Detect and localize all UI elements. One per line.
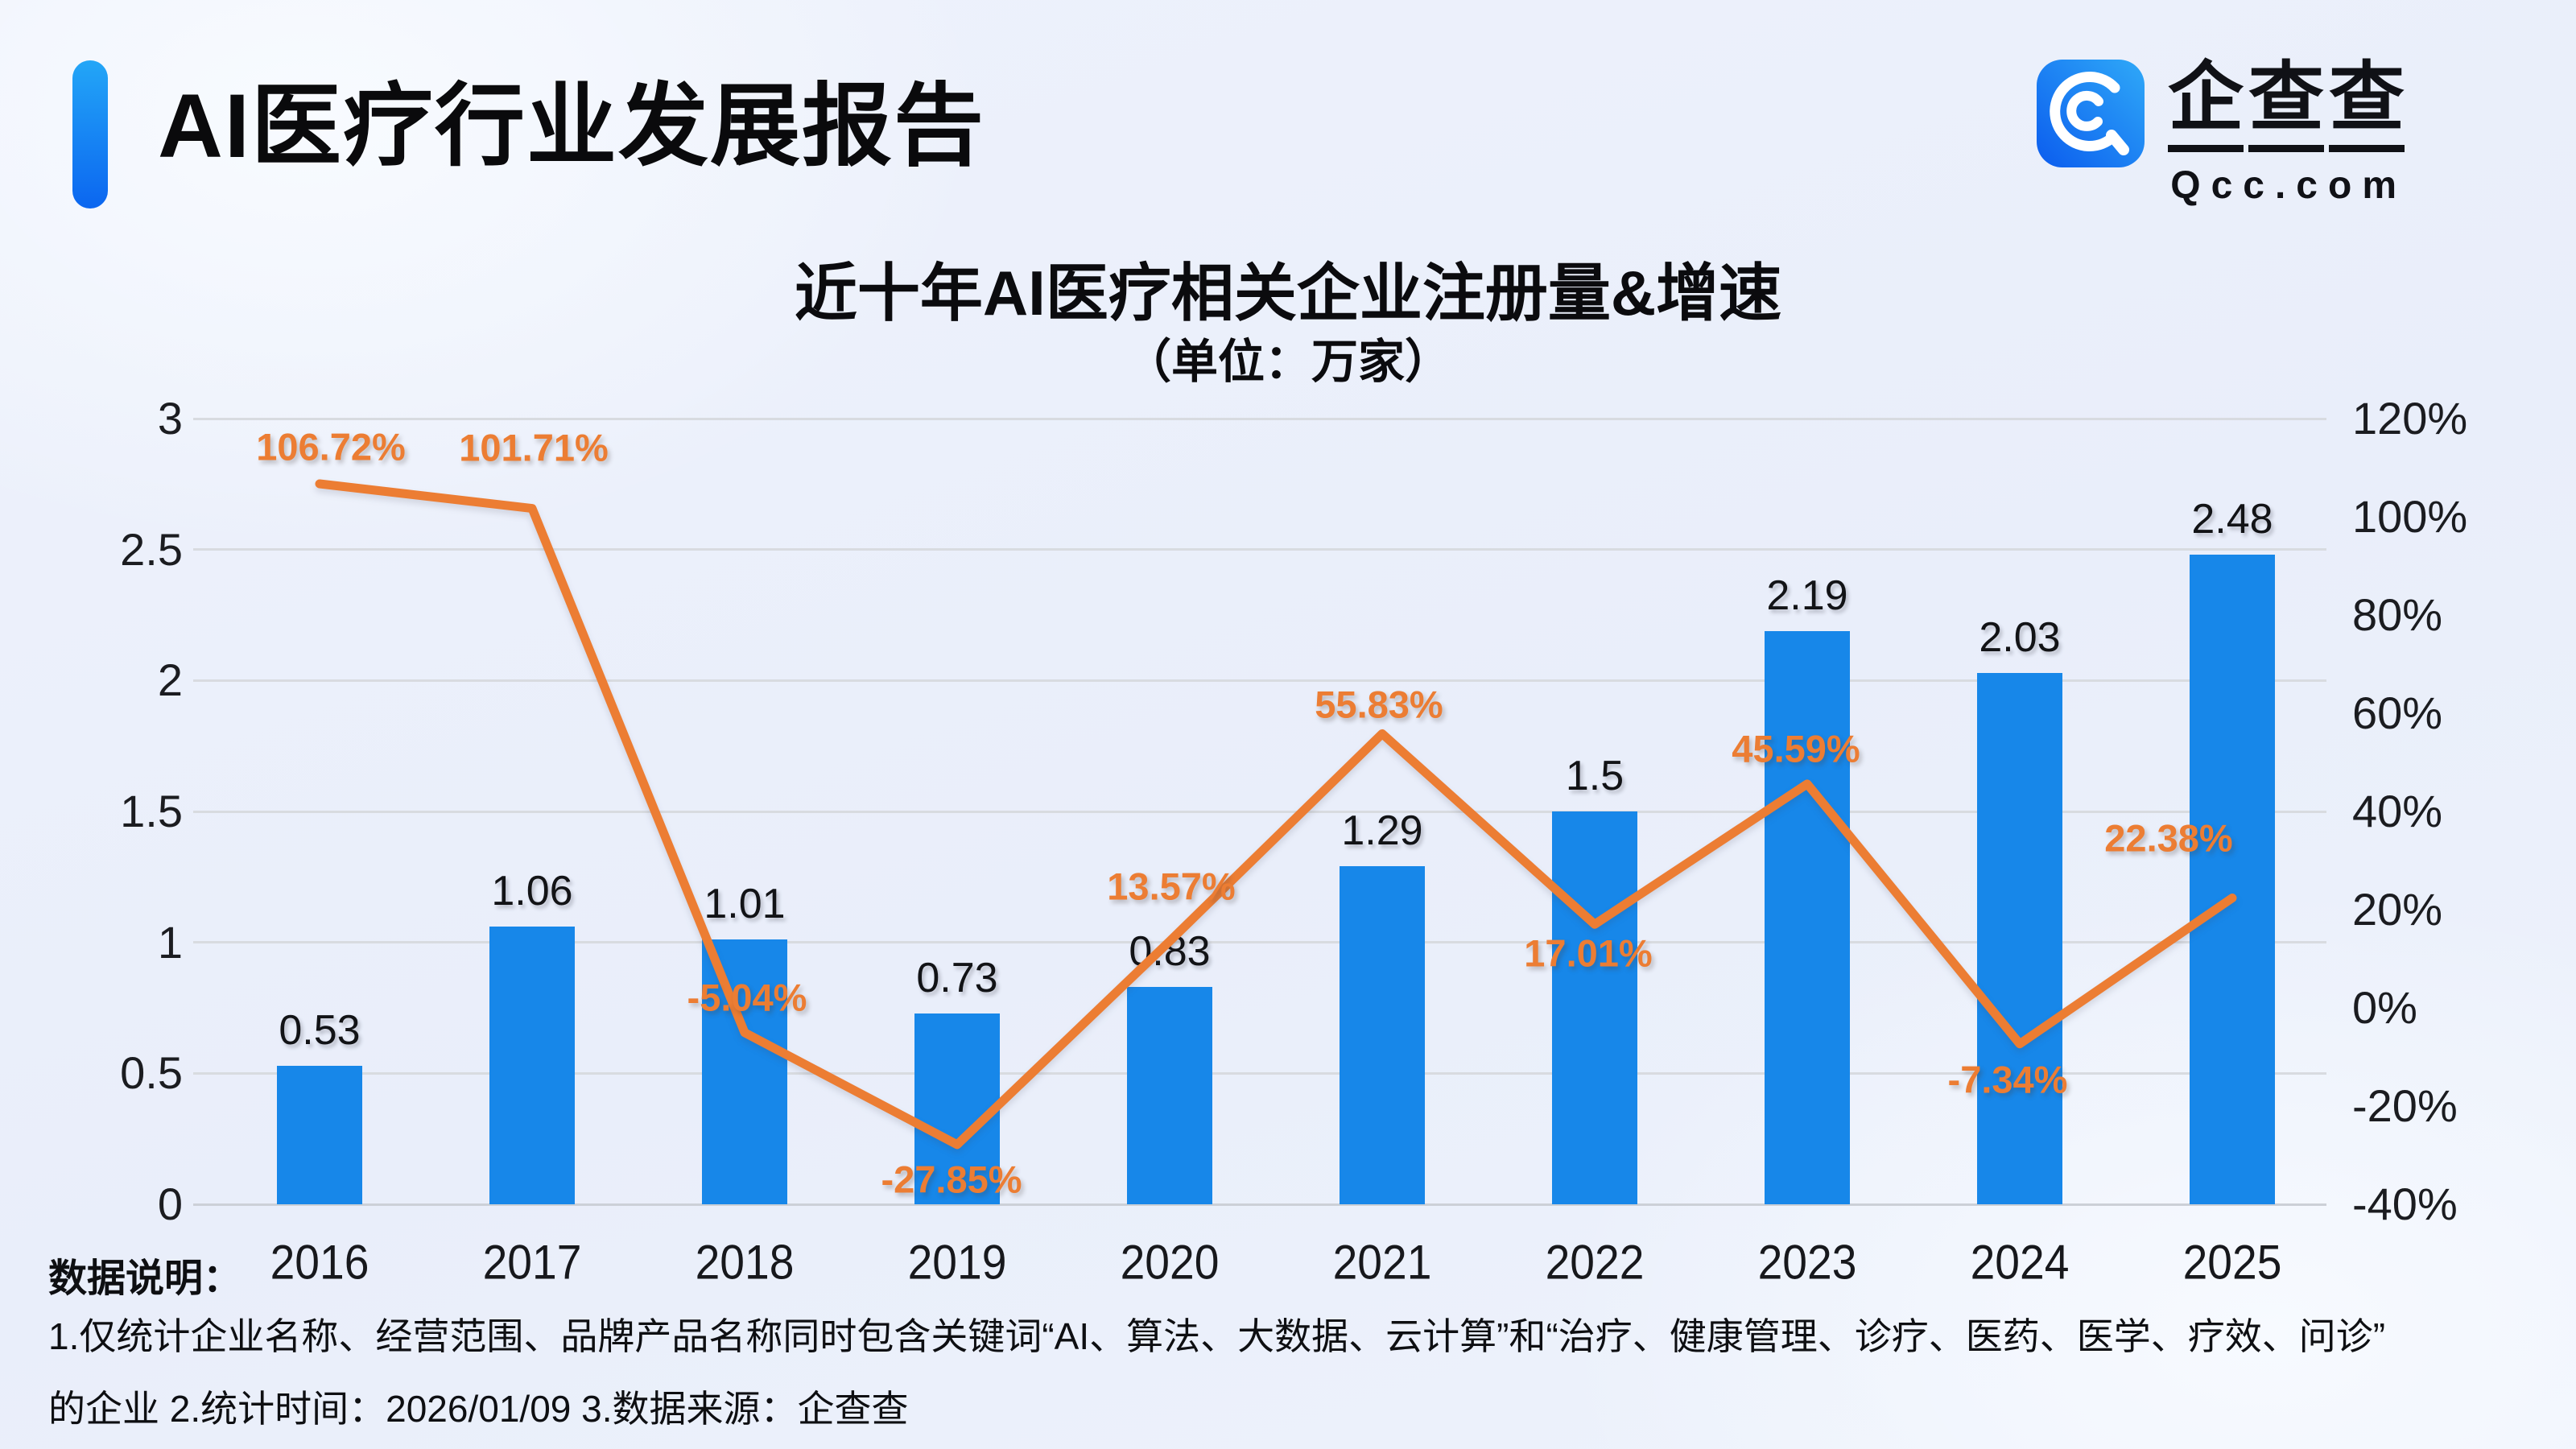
gridline — [193, 810, 2326, 813]
y-axis-right-tick: 100% — [2352, 491, 2468, 542]
brand-char: 查 — [2328, 60, 2405, 152]
y-axis-right-tick: 40% — [2352, 786, 2443, 836]
growth-rate-label: 45.59% — [1732, 727, 1860, 770]
brand-char: 查 — [2248, 60, 2324, 152]
qcc-logo: 企查查 Qcc.com — [2036, 60, 2407, 208]
y-axis-left-tick: 2 — [157, 654, 183, 706]
bar-value-label: 1.29 — [1341, 807, 1423, 855]
bar-2022 — [1552, 811, 1637, 1204]
y-axis-right-tick: 0% — [2352, 982, 2417, 1033]
gridline — [193, 417, 2326, 420]
chart-title: 近十年AI医疗相关企业注册量&增速 — [794, 258, 1782, 328]
brand-domain: Qcc.com — [2170, 164, 2407, 207]
y-axis-left-tick: 2.5 — [120, 523, 183, 575]
bar-2021 — [1340, 866, 1425, 1204]
y-axis-right-tick: -40% — [2352, 1179, 2458, 1229]
gridline — [193, 548, 2326, 551]
bar-value-label: 2.03 — [1979, 613, 2061, 661]
growth-rate-label: 101.71% — [459, 426, 609, 469]
bar-2019 — [914, 1013, 1000, 1204]
y-axis-right-tick: 80% — [2352, 589, 2443, 640]
bar-2017 — [489, 927, 575, 1204]
bar-2016 — [277, 1065, 362, 1204]
gridline — [193, 679, 2326, 682]
bar-value-label: 1.01 — [704, 881, 786, 928]
qcc-logo-text: 企查查 Qcc.com — [2165, 60, 2407, 208]
qcc-logo-icon — [2036, 60, 2145, 167]
growth-rate-label: 106.72% — [256, 425, 406, 469]
y-axis-right-tick: 60% — [2352, 687, 2443, 738]
page-title: AI医疗行业发展报告 — [158, 76, 985, 176]
y-axis-left-tick: 1.5 — [120, 786, 183, 836]
growth-rate-label: 22.38% — [2104, 816, 2233, 860]
growth-rate-label: -27.85% — [881, 1158, 1022, 1201]
footnote-line2: 的企业 2.统计时间：2026/01/09 3.数据来源：企查查 — [48, 1388, 909, 1430]
footnote-label: 数据说明： — [48, 1257, 242, 1300]
x-axis-year-label: 2019 — [907, 1235, 1007, 1290]
x-axis-year-label: 2021 — [1332, 1235, 1432, 1290]
x-axis-year-label: 2025 — [2182, 1235, 2282, 1290]
y-axis-left-tick: 0 — [157, 1179, 183, 1229]
bar-value-label: 0.53 — [279, 1006, 361, 1054]
growth-rate-label: -7.34% — [1947, 1058, 2068, 1101]
y-axis-left-tick: 3 — [157, 393, 183, 444]
bar-2018 — [702, 939, 787, 1204]
gridline — [193, 1203, 2326, 1206]
x-axis-year-label: 2017 — [482, 1235, 582, 1290]
gridline — [193, 1071, 2326, 1075]
y-axis-right-tick: 120% — [2352, 393, 2468, 444]
brand-name: 企查查 — [2165, 60, 2407, 152]
brand-char: 企 — [2167, 60, 2244, 152]
growth-rate-label: -5.04% — [687, 976, 807, 1019]
bar-value-label: 2.19 — [1766, 572, 1848, 619]
growth-rate-label: 55.83% — [1315, 683, 1443, 726]
y-axis-left-tick: 0.5 — [120, 1047, 183, 1099]
title-accent-bar — [72, 60, 108, 208]
bar-2024 — [1977, 672, 2062, 1204]
x-axis-year-label: 2018 — [695, 1235, 795, 1290]
growth-rate-label: 13.57% — [1107, 865, 1236, 908]
growth-line — [315, 479, 2237, 1150]
x-axis-year-label: 2024 — [1970, 1235, 2070, 1290]
bar-value-label: 0.73 — [916, 954, 998, 1001]
bar-2020 — [1127, 986, 1212, 1204]
gridline — [193, 941, 2326, 944]
footnote-line1: 1.仅统计企业名称、经营范围、品牌产品名称同时包含关键词“AI、算法、大数据、云… — [48, 1315, 2386, 1357]
bar-2025 — [2190, 555, 2275, 1204]
y-axis-right-tick: -20% — [2352, 1080, 2458, 1131]
x-axis-year-label: 2016 — [270, 1235, 369, 1290]
y-axis-right-tick: 20% — [2352, 884, 2443, 935]
growth-rate-label: 17.01% — [1524, 931, 1653, 975]
chart-subtitle: （单位：万家） — [1124, 336, 1451, 388]
x-axis-year-label: 2022 — [1545, 1235, 1645, 1290]
bar-2023 — [1765, 630, 1850, 1204]
x-axis-year-label: 2023 — [1757, 1235, 1857, 1290]
x-axis-year-label: 2020 — [1120, 1235, 1220, 1290]
y-axis-left-tick: 1 — [157, 916, 183, 968]
bar-value-label: 1.5 — [1565, 753, 1624, 799]
bar-value-label: 1.06 — [491, 868, 573, 915]
bar-value-label: 2.48 — [2191, 496, 2273, 543]
